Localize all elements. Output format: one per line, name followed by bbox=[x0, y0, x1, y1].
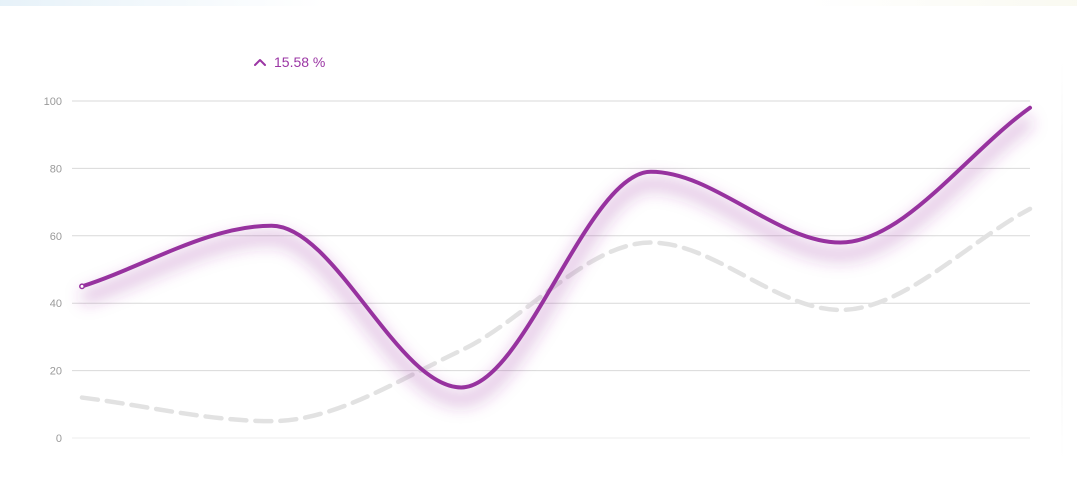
series-group bbox=[79, 105, 1035, 424]
y-tick-label: 80 bbox=[50, 163, 62, 175]
change-value: 15.58 % bbox=[274, 54, 326, 70]
y-tick-label: 20 bbox=[50, 366, 62, 378]
y-tick-label: 100 bbox=[44, 96, 62, 108]
chevron-up-icon bbox=[254, 58, 266, 66]
grid bbox=[72, 100, 1030, 439]
y-tick-label: 40 bbox=[50, 298, 62, 310]
data-point[interactable] bbox=[79, 283, 85, 290]
y-axis-ticks: 0 20 40 60 80 100 bbox=[44, 96, 62, 445]
y-tick-label: 0 bbox=[56, 433, 62, 445]
right-edge-divider bbox=[1061, 60, 1063, 460]
change-badge: 15.58 % bbox=[254, 54, 325, 70]
series-line-solid bbox=[80, 105, 1032, 390]
top-fade bbox=[0, 0, 1077, 6]
series-glow bbox=[79, 114, 1035, 407]
y-tick-label: 60 bbox=[50, 231, 62, 243]
